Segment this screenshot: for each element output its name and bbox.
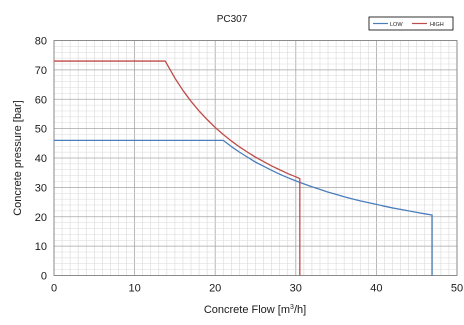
y-tick-label: 20 — [35, 212, 47, 224]
plot-area-border — [53, 40, 458, 276]
series-line-high — [54, 60, 301, 276]
y-tick-label: 30 — [35, 182, 47, 194]
y-tick-label: 10 — [35, 241, 47, 253]
x-tick-label: 10 — [128, 283, 140, 295]
chart-title: PC307 — [217, 14, 248, 25]
gridlines — [53, 40, 458, 276]
x-tick-label: 40 — [370, 283, 382, 295]
legend-box — [368, 16, 454, 31]
y-tick-label: 70 — [35, 65, 47, 77]
x-tick-label: 0 — [51, 283, 57, 295]
series-line-low — [54, 139, 433, 276]
legend: LOW HIGH — [368, 16, 454, 31]
series-group — [54, 60, 433, 276]
y-tick-label: 40 — [35, 153, 47, 165]
y-axis-label: Concrete pressure [bar] — [12, 100, 24, 216]
tick-labels: 0 10 20 30 40 50 0 10 20 30 40 50 60 70 80 — [35, 36, 463, 295]
y-tick-label: 50 — [35, 124, 47, 136]
x-tick-label: 50 — [451, 283, 463, 295]
legend-low-label: LOW — [390, 22, 403, 28]
x-tick-label: 20 — [209, 283, 221, 295]
x-axis-label-main: Concrete Flow [m — [204, 304, 290, 316]
legend-high-label: HIGH — [430, 22, 444, 28]
x-tick-label: 30 — [290, 283, 302, 295]
y-tick-label: 0 — [41, 271, 47, 283]
x-axis-label-superscript: 3 — [290, 304, 294, 311]
y-tick-label: 60 — [35, 94, 47, 106]
x-axis-label: Concrete Flow [m3/h] — [204, 304, 306, 316]
x-axis-label-tail: /h] — [294, 304, 306, 316]
y-tick-label: 80 — [35, 36, 47, 48]
